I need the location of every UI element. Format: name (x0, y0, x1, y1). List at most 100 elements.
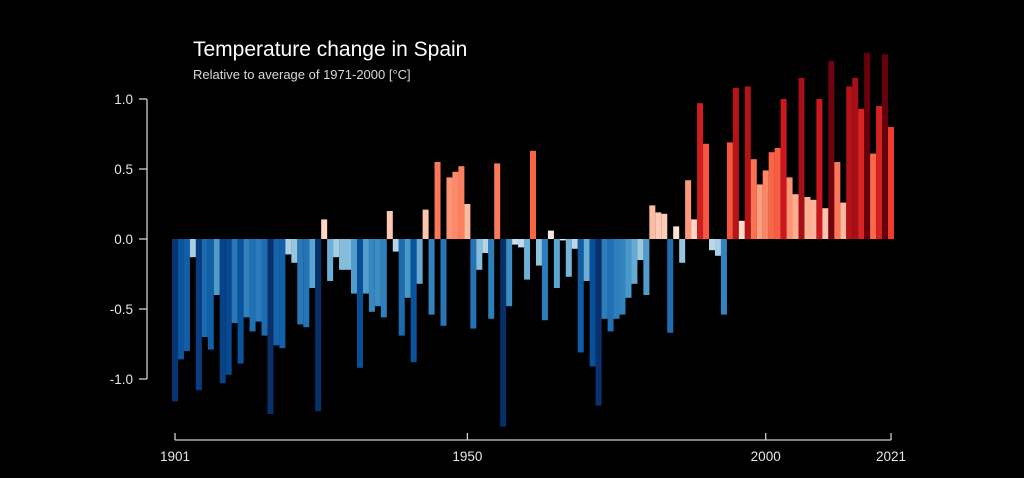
chart-title: Temperature change in Spain (193, 38, 467, 61)
bar-1983 (661, 213, 668, 239)
bar-1967 (565, 239, 572, 277)
bar-1930 (345, 239, 352, 270)
bar-2018 (870, 153, 877, 239)
bar-1956 (500, 239, 507, 427)
bar-1962 (535, 239, 542, 266)
bar-1998 (750, 159, 757, 239)
bar-1928 (333, 239, 340, 258)
bar-1938 (392, 239, 399, 252)
bar-1976 (619, 239, 626, 315)
bar-2007 (804, 197, 811, 239)
bar-2004 (786, 177, 793, 239)
x-tick-label: 2000 (751, 449, 781, 464)
bar-1931 (351, 239, 357, 294)
bar-2000 (762, 170, 769, 239)
bar-1969 (577, 239, 584, 353)
bar-1935 (374, 239, 381, 307)
bar-1906 (201, 239, 208, 337)
bar-1951 (470, 239, 477, 329)
bar-1974 (607, 239, 614, 332)
bar-2012 (834, 162, 841, 239)
bar-1992 (714, 239, 721, 256)
bar-1912 (237, 239, 244, 364)
bar-2019 (876, 106, 883, 239)
bar-2016 (858, 108, 865, 239)
bar-1945 (434, 162, 441, 239)
bar-1908 (213, 239, 220, 295)
bar-1987 (685, 180, 692, 239)
bar-1991 (709, 239, 715, 251)
bar-2003 (780, 99, 787, 239)
y-tick-label: -0.5 (110, 302, 133, 317)
y-tick-label: 1.0 (114, 92, 133, 107)
bar-1981 (649, 205, 656, 239)
y-axis: 1.0 0.5 0.0 -0.5 -1.0 (110, 92, 148, 387)
bar-1955 (494, 163, 501, 239)
bar-1995 (732, 87, 739, 239)
bar-1917 (267, 239, 274, 414)
x-axis: 1901 1950 2000 2021 (160, 433, 906, 464)
bar-1901 (172, 239, 178, 402)
bar-1982 (655, 212, 662, 239)
bar-1915 (255, 239, 262, 322)
bar-1907 (207, 239, 214, 350)
bar-1961 (530, 150, 536, 239)
bar-1944 (428, 239, 435, 315)
bar-1933 (362, 239, 369, 294)
bar-1922 (297, 239, 304, 325)
x-tick-label: 1950 (452, 449, 482, 464)
bar-2014 (846, 86, 853, 240)
bar-1947 (446, 177, 453, 239)
bar-1977 (625, 239, 632, 298)
bar-1937 (386, 211, 393, 239)
bar-1985 (673, 226, 680, 239)
bar-2015 (852, 78, 859, 239)
bar-1964 (547, 230, 554, 239)
bar-2009 (816, 99, 823, 239)
y-tick-label: 0.0 (114, 232, 133, 247)
bar-1989 (697, 103, 704, 239)
bar-2021 (888, 127, 894, 239)
bar-1921 (291, 239, 298, 263)
bar-1975 (613, 239, 620, 319)
x-tick-label: 1901 (160, 449, 190, 464)
bar-1984 (667, 239, 674, 333)
bar-1919 (279, 239, 286, 349)
bar-1968 (571, 239, 578, 249)
bar-1960 (524, 239, 531, 280)
bar-2001 (768, 152, 775, 239)
bar-1934 (368, 239, 375, 312)
bar-1942 (416, 239, 423, 284)
bar-1916 (261, 239, 268, 336)
bar-1939 (398, 239, 405, 336)
bar-1936 (380, 239, 387, 318)
bar-1924 (309, 239, 316, 288)
bar-1954 (488, 239, 495, 319)
bar-1948 (452, 171, 459, 239)
bar-1927 (327, 239, 334, 281)
bar-2008 (810, 199, 817, 239)
bar-2005 (792, 194, 799, 239)
bars-group (172, 52, 894, 427)
x-tick-label: 2021 (876, 449, 906, 464)
bar-1918 (273, 239, 280, 346)
bar-1911 (231, 239, 238, 323)
bar-1958 (512, 239, 519, 245)
bar-2006 (798, 78, 805, 239)
bar-2002 (774, 148, 781, 239)
bar-1903 (183, 239, 190, 351)
bar-1966 (559, 239, 566, 241)
bar-1910 (225, 239, 232, 375)
bar-1957 (506, 239, 513, 307)
bar-1946 (440, 239, 447, 326)
bar-1926 (321, 219, 328, 239)
bar-1980 (643, 239, 650, 295)
bar-1925 (315, 239, 322, 412)
bar-1904 (189, 239, 196, 258)
bar-2010 (822, 208, 829, 239)
chart-subtitle: Relative to average of 1971-2000 [°C] (193, 67, 411, 82)
bar-1999 (756, 184, 763, 239)
bar-1909 (219, 239, 226, 384)
bar-1940 (404, 239, 411, 298)
